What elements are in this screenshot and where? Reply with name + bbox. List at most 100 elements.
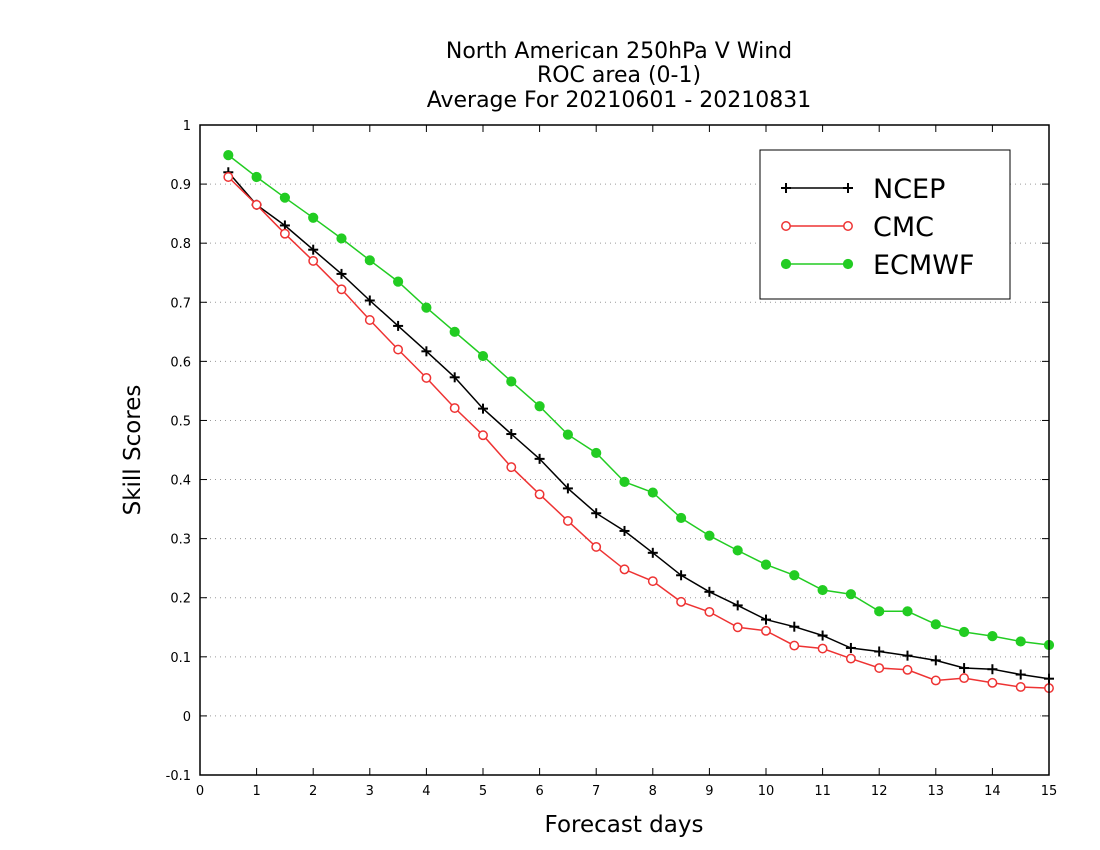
- y-tick-label-9: 0.8: [170, 237, 191, 252]
- point-ecmwf-25: [930, 619, 941, 630]
- point-ecmwf-26: [959, 626, 970, 638]
- series-line-cmc: [227, 176, 1050, 689]
- point-ncep-19: [761, 614, 771, 625]
- point-ncep-21: [817, 630, 828, 641]
- point-ncep-17: [704, 586, 715, 597]
- title-line-3: Average For 20210601 - 20210831: [427, 88, 812, 113]
- x-tick-label-15: 15: [1041, 784, 1058, 799]
- series-ecmwf: [223, 150, 1055, 651]
- point-cmc-11: [534, 489, 545, 500]
- point-cmc-20: [789, 640, 800, 651]
- y-tick-label-5: 0.4: [170, 474, 191, 489]
- y-tick-label-1: 0: [183, 710, 191, 725]
- legend-entry-ecmwf: ECMWF: [780, 250, 974, 281]
- x-tick-label-4: 4: [422, 784, 430, 799]
- point-ncep-9: [478, 403, 488, 414]
- point-ncep-8: [449, 372, 460, 383]
- point-cmc-3: [308, 255, 319, 266]
- x-tick-label-8: 8: [649, 784, 657, 799]
- point-ecmwf-18: [732, 545, 743, 556]
- series-cmc: [223, 172, 1054, 694]
- y-axis-label: Skill Scores: [120, 385, 146, 516]
- series-layer: [223, 150, 1055, 694]
- y-tick-label-10: 0.9: [170, 178, 191, 193]
- point-ecmwf-15: [647, 487, 658, 498]
- point-ecmwf-12: [562, 429, 574, 440]
- point-ecmwf-11: [534, 401, 545, 412]
- point-ecmwf-2: [279, 192, 290, 203]
- legend-label-cmc: CMC: [873, 212, 934, 243]
- y-tick-label-7: 0.6: [170, 355, 191, 370]
- title-line-2: ROC area (0-1): [537, 63, 701, 88]
- legend-entry-cmc: CMC: [781, 212, 934, 243]
- point-ncep-7: [421, 346, 432, 357]
- legend-label-ecmwf: ECMWF: [873, 250, 974, 281]
- point-cmc-22: [845, 653, 856, 664]
- point-ncep-10: [506, 429, 517, 440]
- point-ecmwf-28: [1015, 636, 1026, 647]
- point-cmc-19: [761, 625, 771, 636]
- x-tick-label-12: 12: [871, 784, 888, 799]
- point-ncep-6: [393, 320, 404, 331]
- y-tick-label-2: 0.1: [170, 651, 191, 666]
- series-line-ecmwf: [227, 154, 1050, 646]
- x-tick-label-1: 1: [252, 784, 260, 799]
- point-cmc-16: [676, 596, 687, 607]
- point-ecmwf-7: [421, 302, 432, 313]
- x-tick-label-6: 6: [535, 784, 543, 799]
- legend-marker-start-cmc: [781, 221, 791, 231]
- point-cmc-21: [817, 643, 828, 654]
- point-ecmwf-6: [393, 276, 404, 287]
- x-tick-label-5: 5: [479, 784, 487, 799]
- legend-entry-ncep: NCEP: [781, 174, 945, 205]
- point-ncep-13: [591, 508, 602, 519]
- point-cmc-28: [1015, 682, 1026, 692]
- point-cmc-9: [478, 430, 488, 441]
- title-line-1: North American 250hPa V Wind: [446, 39, 792, 64]
- point-ecmwf-24: [902, 606, 913, 617]
- y-tick-label-6: 0.5: [170, 414, 191, 429]
- point-cmc-5: [364, 315, 375, 325]
- y-axis-ticks: -0.1 0 0.1 0.2 0.3 0.4 0.5 0.6 0.7 0.8 0.9 1: [166, 119, 1049, 784]
- point-cmc-8: [449, 403, 460, 413]
- x-tick-label-2: 2: [309, 784, 317, 799]
- x-axis-ticks: 0 1 2 3 4 5 6 7 8 9 10 11 12 13 14 15: [196, 125, 1057, 799]
- x-tick-label-9: 9: [705, 784, 713, 799]
- legend-marker-end-ncep: [843, 183, 853, 193]
- point-ncep-24: [902, 650, 913, 661]
- point-cmc-1: [251, 199, 262, 210]
- point-ncep-25: [930, 655, 941, 666]
- chart-title: North American 250hPa V Wind ROC area (0…: [427, 39, 812, 113]
- point-cmc-6: [393, 344, 404, 355]
- point-ecmwf-10: [506, 376, 517, 387]
- legend-label-ncep: NCEP: [873, 174, 945, 205]
- x-axis-label: Forecast days: [545, 812, 704, 838]
- point-ecmwf-1: [251, 171, 262, 183]
- point-ncep-28: [1015, 669, 1026, 680]
- y-tick-label-3: 0.2: [170, 592, 191, 607]
- point-cmc-15: [647, 576, 658, 587]
- point-ncep-26: [959, 663, 970, 674]
- point-ecmwf-27: [987, 631, 998, 642]
- point-cmc-18: [732, 622, 743, 633]
- point-ncep-5: [364, 295, 375, 306]
- x-tick-label-11: 11: [814, 784, 831, 799]
- x-tick-label-7: 7: [592, 784, 600, 799]
- point-ecmwf-23: [874, 606, 885, 617]
- point-ecmwf-19: [760, 559, 772, 570]
- point-ncep-20: [789, 621, 800, 632]
- point-cmc-23: [874, 663, 885, 673]
- point-ecmwf-4: [336, 233, 347, 244]
- point-cmc-13: [591, 541, 602, 552]
- point-ncep-18: [732, 600, 743, 611]
- point-ncep-11: [534, 453, 545, 464]
- x-tick-label-0: 0: [196, 784, 204, 799]
- point-ecmwf-22: [845, 589, 857, 600]
- point-ecmwf-5: [364, 255, 375, 266]
- point-ecmwf-9: [477, 350, 489, 362]
- series-ncep: [223, 167, 1054, 684]
- legend-marker-start-ecmwf: [780, 258, 792, 270]
- point-ecmwf-14: [619, 476, 630, 488]
- point-ncep-3: [308, 244, 319, 255]
